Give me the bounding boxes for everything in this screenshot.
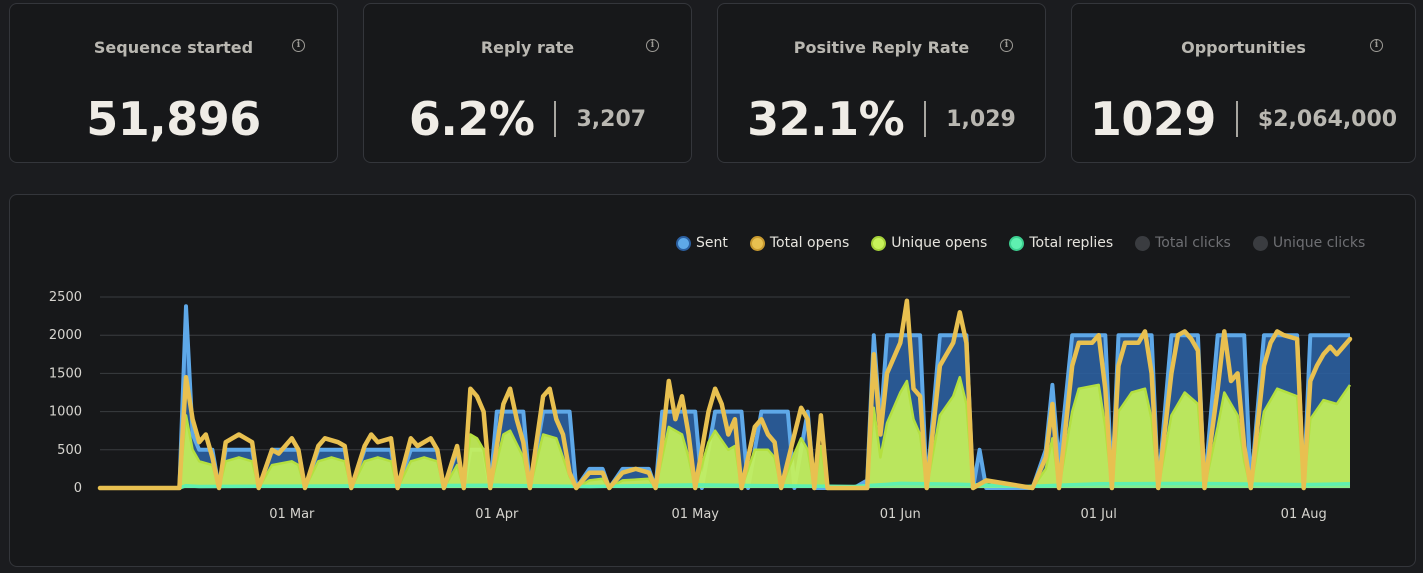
y-tick-label: 1000 xyxy=(49,405,82,420)
info-icon[interactable]: i xyxy=(646,39,659,52)
kpi-title: Reply rate xyxy=(480,38,575,57)
legend-label: Sent xyxy=(696,235,728,251)
legend-item-total-replies[interactable]: Total replies xyxy=(1009,235,1113,251)
kpi-value: 51,896 xyxy=(86,92,261,146)
x-tick-label: 01 Mar xyxy=(269,507,315,522)
kpi-card-positive-reply-rate: Positive Reply Rate i 32.1% 1,029 xyxy=(717,3,1046,163)
y-tick-label: 500 xyxy=(57,443,82,458)
legend-item-total-clicks[interactable]: Total clicks xyxy=(1135,235,1231,251)
info-icon[interactable]: i xyxy=(292,39,305,52)
chart-legend: Sent Total opens Unique opens Total repl… xyxy=(676,233,1365,253)
kpi-card-opportunities: Opportunities i 1029 $2,064,000 xyxy=(1071,3,1416,163)
total-replies-line xyxy=(100,481,1351,490)
kpi-separator xyxy=(924,101,927,137)
kpi-card-sequence-started: Sequence started i 51,896 xyxy=(9,3,338,163)
kpi-separator xyxy=(554,101,557,137)
y-tick-label: 0 xyxy=(74,481,82,496)
legend-label: Unique opens xyxy=(891,235,988,251)
legend-label: Unique clicks xyxy=(1272,235,1366,251)
legend-dot-sent xyxy=(676,235,691,251)
legend-dot-total-opens xyxy=(749,235,765,251)
legend-item-total-opens[interactable]: Total opens xyxy=(749,235,850,251)
unique-opens-area xyxy=(100,377,1350,488)
y-tick-label: 1500 xyxy=(49,366,82,381)
x-tick-label: 01 Apr xyxy=(475,507,519,522)
legend-label: Total opens xyxy=(769,235,850,251)
info-icon[interactable]: i xyxy=(1000,39,1013,52)
y-tick-label: 2000 xyxy=(49,328,82,343)
info-icon[interactable]: i xyxy=(1370,39,1383,52)
x-tick-label: 01 May xyxy=(671,507,719,522)
kpi-value: 6.2% xyxy=(408,92,535,146)
legend-dot-unique-opens xyxy=(871,235,887,251)
legend-item-unique-clicks[interactable]: Unique clicks xyxy=(1252,235,1366,251)
total-opens-line xyxy=(97,298,1353,491)
legend-item-sent[interactable]: Sent xyxy=(676,235,728,251)
x-tick-label: 01 Jun xyxy=(880,507,921,522)
y-tick-label: 2500 xyxy=(49,290,82,305)
kpi-separator xyxy=(1235,101,1238,137)
kpi-sub-value: $2,064,000 xyxy=(1257,106,1398,132)
kpi-sub-value: 3,207 xyxy=(576,106,647,132)
kpi-sub-value: 1,029 xyxy=(946,106,1016,132)
kpi-title: Sequence started xyxy=(93,38,254,57)
legend-dot-unique-clicks xyxy=(1252,235,1268,251)
x-tick-label: 01 Jul xyxy=(1080,507,1116,522)
kpi-title: Positive Reply Rate xyxy=(793,38,970,57)
x-tick-label: 01 Aug xyxy=(1281,507,1327,522)
kpi-title: Opportunities xyxy=(1181,38,1306,57)
legend-label: Total replies xyxy=(1029,235,1114,251)
legend-dot-total-replies xyxy=(1009,235,1025,251)
kpi-value: 1029 xyxy=(1089,92,1217,146)
kpi-card-reply-rate: Reply rate i 6.2% 3,207 xyxy=(363,3,692,163)
legend-label: Total clicks xyxy=(1155,235,1231,251)
legend-item-unique-opens[interactable]: Unique opens xyxy=(871,235,987,251)
kpi-value: 32.1% xyxy=(747,92,905,146)
legend-dot-total-clicks xyxy=(1135,235,1151,251)
